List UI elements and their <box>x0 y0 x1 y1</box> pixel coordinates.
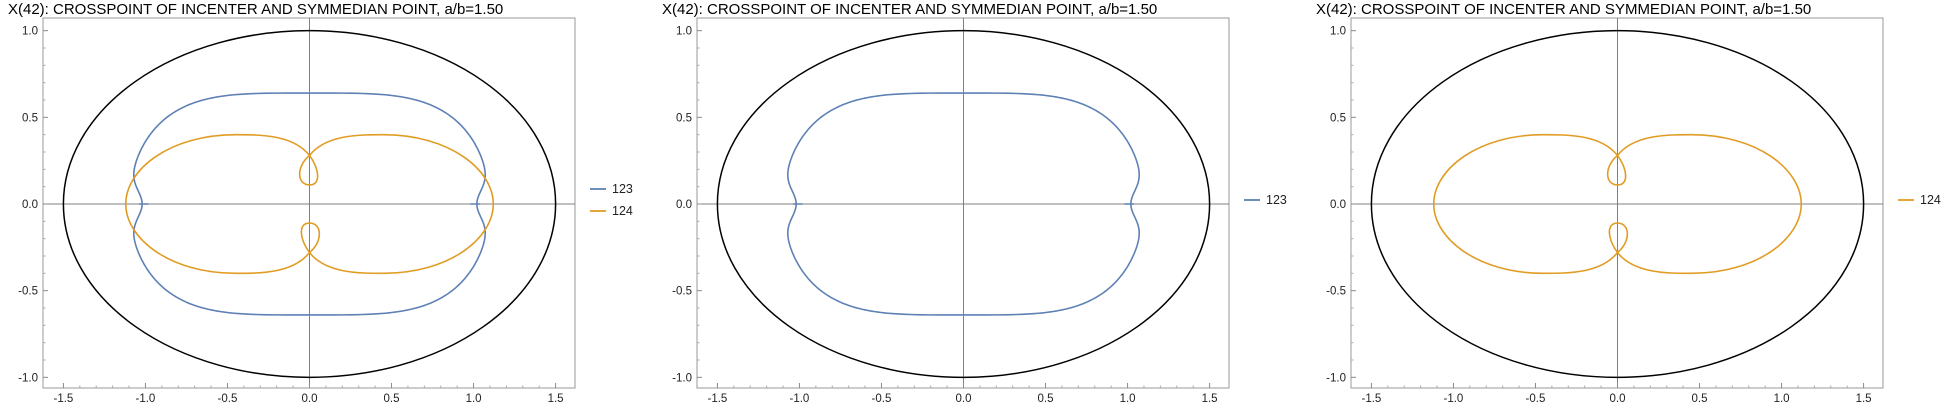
y-tick-label: -1.0 <box>18 372 38 384</box>
y-tick-label: -0.5 <box>672 286 692 298</box>
x-tick-label: 0.5 <box>384 393 400 405</box>
reference-ellipse <box>1370 29 1865 379</box>
x-tick-label: -1.5 <box>707 393 727 405</box>
y-tick-label: 1.0 <box>22 26 38 38</box>
chart-panel-1: X(42): CROSSPOINT OF INCENTER AND SYMMED… <box>0 0 649 406</box>
legend-label-124: 124 <box>612 204 633 218</box>
x-tick-label: 1.0 <box>466 393 482 405</box>
x-tick-label: 1.5 <box>548 393 564 405</box>
chart-svg: X(42): CROSSPOINT OF INCENTER AND SYMMED… <box>662 1 1287 405</box>
x-tick-label: 1.0 <box>1774 393 1790 405</box>
x-tick-label: -0.5 <box>1526 393 1546 405</box>
x-tick-label: 0.5 <box>1692 393 1708 405</box>
x-tick-label: -1.0 <box>790 393 810 405</box>
x-tick-label: 1.5 <box>1202 393 1218 405</box>
legend-label-124: 124 <box>1920 193 1941 207</box>
x-tick-label: -1.0 <box>136 393 156 405</box>
y-tick-label: 0.0 <box>22 199 38 211</box>
y-tick-label: -0.5 <box>18 286 38 298</box>
y-tick-label: -1.0 <box>1326 372 1346 384</box>
x-tick-label: 1.0 <box>1120 393 1136 405</box>
chart-title: X(42): CROSSPOINT OF INCENTER AND SYMMED… <box>8 1 503 18</box>
legend-label-123: 123 <box>612 182 633 196</box>
series-123-curve <box>786 92 1141 316</box>
y-tick-label: 1.0 <box>676 26 692 38</box>
series-124-curve <box>1432 133 1803 275</box>
series-123-curve <box>132 92 487 316</box>
x-tick-label: -0.5 <box>872 393 892 405</box>
x-tick-label: 0.0 <box>956 393 972 405</box>
reference-ellipse <box>716 29 1211 379</box>
chart-title: X(42): CROSSPOINT OF INCENTER AND SYMMED… <box>662 1 1157 18</box>
y-tick-label: 0.0 <box>676 199 692 211</box>
chart-panel-3: X(42): CROSSPOINT OF INCENTER AND SYMMED… <box>1308 0 1947 406</box>
x-tick-label: 1.5 <box>1856 393 1872 405</box>
y-tick-label: 0.0 <box>1330 199 1346 211</box>
x-tick-label: 0.0 <box>1610 393 1626 405</box>
x-tick-label: -0.5 <box>218 393 238 405</box>
y-tick-label: 0.5 <box>22 112 38 124</box>
y-tick-label: -1.0 <box>672 372 692 384</box>
x-tick-label: 0.0 <box>302 393 318 405</box>
reference-ellipse <box>62 29 557 379</box>
chart-svg: X(42): CROSSPOINT OF INCENTER AND SYMMED… <box>8 1 633 405</box>
y-tick-label: 0.5 <box>676 112 692 124</box>
chart-svg: X(42): CROSSPOINT OF INCENTER AND SYMMED… <box>1316 1 1941 405</box>
x-tick-label: 0.5 <box>1038 393 1054 405</box>
x-tick-label: -1.0 <box>1444 393 1464 405</box>
series-124-curve <box>124 133 495 275</box>
legend-label-123: 123 <box>1266 193 1287 207</box>
y-tick-label: -0.5 <box>1326 286 1346 298</box>
chart-panel-2: X(42): CROSSPOINT OF INCENTER AND SYMMED… <box>654 0 1303 406</box>
y-tick-label: 0.5 <box>1330 112 1346 124</box>
x-tick-label: -1.5 <box>53 393 73 405</box>
y-tick-label: 1.0 <box>1330 26 1346 38</box>
x-tick-label: -1.5 <box>1361 393 1381 405</box>
chart-title: X(42): CROSSPOINT OF INCENTER AND SYMMED… <box>1316 1 1811 18</box>
